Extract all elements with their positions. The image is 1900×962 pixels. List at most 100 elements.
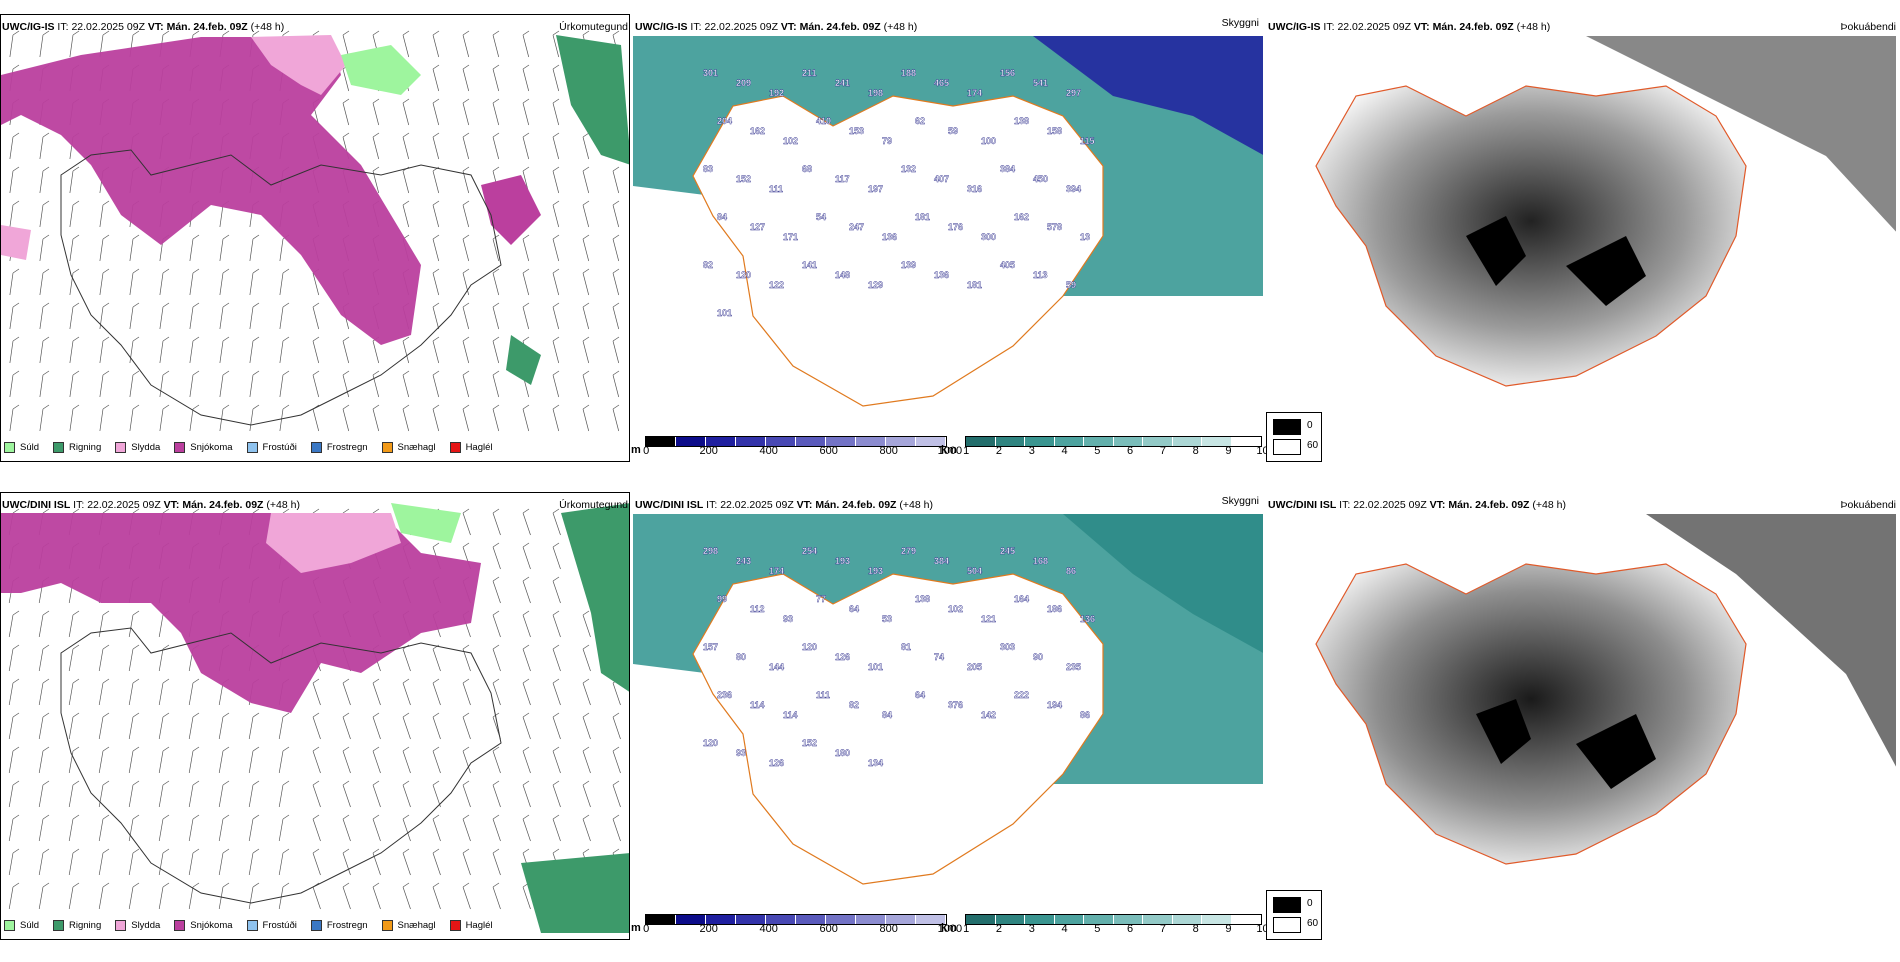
colorbar-segment (886, 915, 916, 924)
colorbar-tick: 10 (1256, 923, 1269, 935)
wind-barb (552, 508, 561, 536)
wind-barb (552, 404, 560, 432)
wind-barb (159, 336, 170, 364)
wind-barb (129, 404, 140, 432)
iceland-landmass (692, 95, 1104, 407)
wind-barb (492, 848, 501, 876)
wind-barb (492, 814, 501, 842)
wind-barb (9, 200, 20, 228)
ceiling-value-label: 64 (849, 604, 859, 614)
wind-barb (159, 404, 170, 432)
ceiling-unit: m (631, 444, 641, 456)
precip-map-canvas (1, 30, 629, 432)
colorbar-segment (706, 915, 736, 924)
ceiling-value-label: 465 (934, 78, 949, 88)
cloud-map-canvas: 3012091922112411981884651741565412972041… (633, 36, 1263, 456)
wind-barb (8, 780, 20, 808)
ceiling-value-label: 84 (882, 710, 892, 720)
ceiling-value-label: 243 (736, 556, 751, 566)
colorbar-segment (676, 915, 706, 924)
wind-barb (432, 234, 440, 262)
wind-barb (432, 678, 441, 706)
wind-barb (219, 234, 230, 262)
wind-barb (98, 848, 110, 876)
fog-legend: 0 60 (1266, 890, 1322, 940)
vt-label: VT: (796, 499, 813, 511)
ceiling-value-label: 141 (802, 260, 817, 270)
wind-barb (612, 814, 621, 842)
colorbar-segment (886, 437, 916, 446)
legend-item: Haglél (449, 441, 493, 453)
wind-barb (189, 336, 200, 364)
ceiling-value-label: 174 (967, 88, 982, 98)
wind-barb (432, 268, 440, 296)
model-name: UWC/IG-IS (2, 21, 55, 33)
wind-barb (432, 848, 441, 876)
wind-barb (68, 610, 80, 638)
colorbar-segment (1113, 915, 1143, 924)
it-label: IT: (706, 499, 718, 511)
wind-barb (402, 132, 410, 160)
colorbar-tick: 200 (699, 445, 718, 457)
wind-barb (38, 712, 50, 740)
colorbar-segment (736, 437, 766, 446)
wind-barb (39, 268, 50, 296)
rain-area-2 (521, 853, 629, 933)
precip-legend: Súld Rigning Slydda Snjókoma Frostúði Fr… (4, 439, 493, 455)
model-name: UWC/DINI ISL (635, 499, 704, 511)
wind-barb (432, 370, 440, 398)
fog-legend-high: 60 (1307, 440, 1319, 451)
ceiling-value-label: 120 (802, 642, 817, 652)
wind-barb (159, 268, 170, 296)
ceiling-value-label: 241 (835, 78, 850, 88)
colorbar-segment (966, 437, 996, 446)
colorbar-tick: 6 (1127, 445, 1134, 457)
wind-barb (462, 404, 470, 432)
colorbar-tick: 200 (699, 923, 718, 935)
wind-barb (582, 336, 590, 364)
wind-barb (219, 302, 230, 330)
ceiling-value-label: 136 (1080, 614, 1095, 624)
wind-barb (98, 814, 110, 842)
wind-barb (279, 336, 290, 364)
wind-barb (278, 780, 290, 808)
wind-barb (462, 234, 470, 262)
wind-barb (278, 814, 290, 842)
it-value: 22.02.2025 09Z (1353, 499, 1427, 511)
legend-swatch (115, 919, 127, 931)
wind-barb (492, 404, 500, 432)
wind-barb (582, 268, 590, 296)
visibility-colorbar: km 1 2 3 4 5 6 7 8 9 10 (941, 436, 1269, 457)
ceiling-value-label: 90 (1033, 652, 1043, 662)
wind-barb (68, 712, 80, 740)
wind-barb (552, 780, 561, 808)
ceiling-value-label: 126 (835, 652, 850, 662)
wind-barb (522, 30, 530, 58)
colorbar-tick: 3 (1028, 923, 1035, 935)
legend-label: Súld (20, 919, 40, 931)
ceiling-value-label: 164 (1014, 594, 1029, 604)
wind-barb (8, 610, 20, 638)
fog-swatch-low (1273, 897, 1301, 913)
legend-label: Snæhagl (397, 441, 436, 453)
wind-barb (128, 848, 140, 876)
snow-area-2 (481, 175, 541, 245)
wind-barb (248, 848, 260, 876)
ceiling-value-label: 93 (783, 614, 793, 624)
wind-barb (582, 200, 590, 228)
wind-barb (402, 336, 410, 364)
colorbar-segment (1025, 437, 1055, 446)
colorbar-tick: 600 (819, 923, 838, 935)
wind-barb (9, 404, 20, 432)
legend-swatch (449, 919, 461, 931)
wind-barb (462, 132, 470, 160)
panel-title: UWC/DINI ISL IT: 22.02.2025 09Z VT: Mán.… (2, 498, 630, 512)
ceiling-value-label: 298 (703, 546, 718, 556)
wind-barb (128, 814, 140, 842)
colorbar-tick: 1000 (937, 445, 963, 457)
ceiling-value-label: 139 (901, 260, 916, 270)
wind-barb (552, 746, 561, 774)
colorbar-segment (1084, 437, 1114, 446)
wind-barb (188, 712, 200, 740)
wind-barb (219, 268, 230, 296)
